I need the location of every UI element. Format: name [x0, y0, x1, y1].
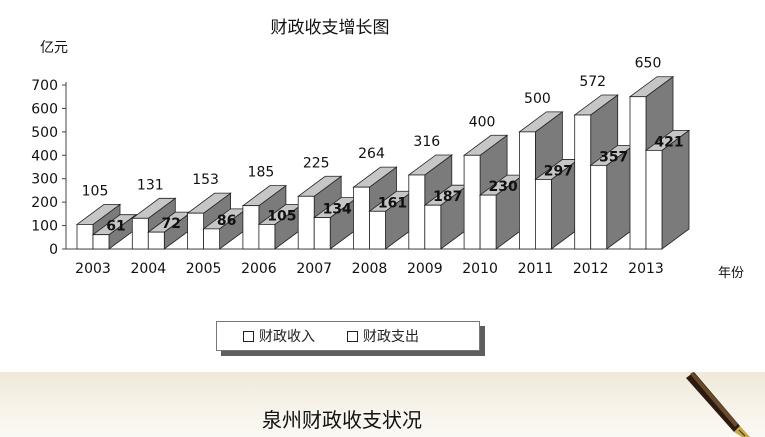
x-tick-label: 2008: [352, 261, 388, 277]
bar-expenditure-2008: [368, 190, 414, 250]
x-tick-label: 2012: [573, 261, 609, 277]
legend-label-expenditure: 财政支出: [363, 329, 419, 345]
y-axis-unit-label: 亿元: [40, 40, 68, 56]
y-tick-label: 0: [49, 242, 58, 258]
bar-expenditure-2012: [589, 144, 635, 250]
bar-income-2004-front: [131, 217, 149, 250]
bar-expenditure-2011: [534, 158, 580, 250]
data-labels: 105 61 131 72 153 86 185 105 225 134 264 161 316 187 4…: [82, 56, 684, 235]
y-tick-label: 500: [31, 125, 58, 141]
data-label-expenditure: 187: [433, 189, 462, 205]
bar-income-2013-front: [629, 96, 647, 250]
y-tick-label: 400: [31, 148, 58, 164]
axes: 0 100 200 300 400 500 600 700 2003 2004 2005 2006 20…: [31, 78, 664, 277]
bar-income-2011-front: [519, 131, 536, 250]
data-label-income: 572: [579, 74, 606, 90]
bar-income-2010-front: [463, 154, 481, 250]
data-label-income: 153: [192, 172, 219, 188]
chart-title: 财政收支增长图: [271, 18, 390, 38]
bars-group: [75, 75, 691, 250]
bar-expenditure-2007: [312, 196, 359, 250]
data-label-income: 316: [413, 134, 440, 150]
bar-expenditure-2003: [91, 213, 138, 250]
data-label-expenditure: 72: [162, 216, 181, 232]
x-tick-label: 2009: [407, 261, 443, 277]
data-label-income: 500: [524, 91, 551, 107]
data-label-expenditure: 105: [267, 208, 296, 224]
legend-item-income: 财政收入: [243, 326, 315, 346]
x-tick-label: 2005: [186, 261, 222, 277]
legend-label-income: 财政收入: [259, 329, 315, 345]
data-label-expenditure: 230: [488, 179, 517, 195]
data-label-expenditure: 297: [544, 163, 573, 179]
x-tick-label: 2003: [75, 261, 111, 277]
bar-expenditure-2009: [423, 184, 470, 250]
bar-expenditure-2011-front: [535, 179, 552, 250]
data-label-income: 650: [635, 56, 662, 72]
data-label-expenditure: 134: [323, 202, 352, 218]
data-label-expenditure: 421: [654, 134, 683, 150]
bar-expenditure-2005-front: [203, 228, 221, 250]
legend-swatch-income: [243, 330, 254, 342]
data-label-income: 225: [303, 155, 330, 171]
x-tick-label: 2010: [462, 261, 498, 277]
data-label-expenditure: 357: [599, 149, 628, 165]
y-tick-label: 600: [31, 101, 58, 117]
footer-band: [0, 372, 765, 437]
bar-expenditure-2003-front: [92, 234, 110, 250]
bar-income-2006-front: [242, 205, 260, 250]
bar-expenditure-2012-front: [590, 164, 608, 250]
data-label-income: 400: [469, 114, 496, 130]
y-tick-label: 700: [31, 78, 58, 94]
data-label-expenditure: 161: [378, 195, 407, 211]
bar-income-2007-front: [297, 195, 315, 250]
y-tick-label: 200: [31, 195, 58, 211]
bar-income-2003-front: [76, 223, 94, 250]
bar-expenditure-2004-front: [147, 231, 165, 250]
bar-expenditure-2004: [147, 211, 193, 250]
slide-caption: 泉州财政收支状况: [262, 408, 422, 432]
bar-expenditure-2006: [257, 203, 304, 250]
bar-income-2008-front: [353, 186, 370, 250]
data-label-income: 185: [248, 165, 275, 181]
bar-expenditure-2013-front: [645, 149, 663, 250]
bar-expenditure-2010: [478, 174, 525, 250]
bar-expenditure-2009-front: [424, 204, 442, 250]
data-label-income: 105: [82, 183, 109, 199]
data-label-expenditure: 61: [106, 219, 125, 235]
data-label-income: 131: [137, 177, 164, 193]
bar-expenditure-2013: [644, 129, 691, 250]
data-label-income: 264: [358, 146, 385, 162]
x-tick-label: 2013: [628, 261, 664, 277]
legend: 财政收入 财政支出: [216, 321, 480, 351]
y-tick-label: 300: [31, 172, 58, 188]
legend-swatch-expenditure: [347, 330, 358, 342]
legend-item-expenditure: 财政支出: [347, 326, 419, 346]
x-axis-unit-label: 年份: [718, 266, 744, 281]
bar-income-2012-front: [574, 114, 592, 250]
bar-expenditure-2010-front: [479, 194, 497, 250]
bar-expenditure-2006-front: [258, 223, 276, 250]
bar-income-2009-front: [408, 174, 426, 250]
bar-expenditure-2005: [202, 208, 248, 250]
bar-expenditure-2007-front: [313, 217, 331, 250]
x-tick-label: 2011: [518, 261, 554, 277]
x-tick-label: 2006: [241, 261, 277, 277]
bar-income-2005-front: [187, 212, 205, 250]
bar-expenditure-2008-front: [369, 210, 386, 250]
x-tick-label: 2007: [296, 261, 332, 277]
y-tick-label: 100: [31, 219, 58, 235]
x-tick-label: 2004: [130, 261, 166, 277]
data-label-expenditure: 86: [217, 213, 236, 229]
